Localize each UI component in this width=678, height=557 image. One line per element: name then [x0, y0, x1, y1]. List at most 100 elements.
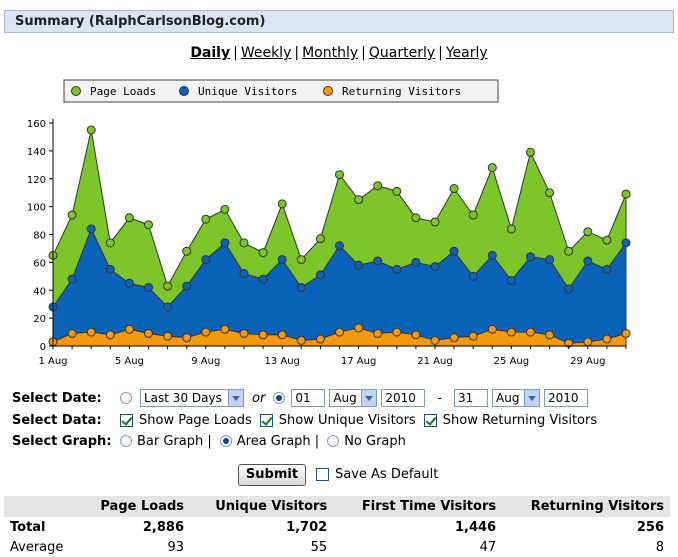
table-header-cell: Page Loads: [79, 496, 191, 517]
data-point: [277, 330, 287, 340]
or-label: or: [252, 390, 266, 406]
table-cell: 1,446: [454, 519, 497, 535]
data-point: [449, 333, 459, 343]
legend-label: Unique Visitors: [198, 85, 297, 98]
data-point: [564, 246, 574, 256]
unique-visitors-checkbox-label[interactable]: Show Unique Visitors: [278, 412, 416, 428]
to-month-value: Aug: [496, 391, 520, 405]
x-tick-label: 13 Aug: [264, 356, 299, 367]
data-point: [201, 214, 211, 224]
data-point: [392, 264, 402, 274]
data-point: [315, 234, 325, 244]
data-point: [144, 220, 153, 230]
area-graph-label[interactable]: Area Graph |: [236, 433, 320, 449]
data-point: [411, 213, 421, 223]
data-point: [239, 269, 249, 279]
data-point: [621, 238, 631, 248]
table-cell: 55: [310, 539, 328, 555]
to-year-input[interactable]: 2010: [544, 389, 589, 407]
data-point: [163, 331, 173, 341]
data-point: [163, 302, 173, 312]
y-tick-label: 100: [27, 203, 46, 214]
data-point: [335, 170, 344, 180]
unique-visitors-checkbox[interactable]: [259, 413, 273, 427]
x-tick-label: 1 Aug: [38, 356, 67, 367]
data-point: [296, 255, 306, 265]
range-preset-value: Last 30 Days: [144, 391, 222, 405]
data-point: [373, 181, 383, 191]
period-monthly-link[interactable]: Monthly: [302, 45, 359, 61]
to-day-input[interactable]: 31: [454, 389, 489, 407]
y-tick-label: 40: [33, 286, 46, 297]
data-point: [545, 330, 555, 340]
data-point: [621, 189, 631, 199]
summary-title-bar: Summary (RalphCarlsonBlog.com): [4, 10, 674, 33]
data-point: [239, 328, 249, 338]
period-separator: |: [233, 45, 238, 61]
x-tick-label: 29 Aug: [570, 356, 605, 367]
chart-legend: [63, 79, 499, 103]
bar-graph-label[interactable]: Bar Graph |: [137, 433, 212, 449]
submit-button[interactable]: Submit: [238, 464, 306, 486]
period-weekly-link[interactable]: Weekly: [240, 45, 292, 61]
data-point: [506, 275, 516, 285]
data-point: [621, 328, 631, 338]
data-point: [182, 281, 192, 291]
chevron-down-icon: [524, 390, 540, 406]
returning-visitors-checkbox-label[interactable]: Show Returning Visitors: [442, 412, 598, 428]
period-nav: Daily | Weekly | Monthly | Quarterly | Yearly: [0, 45, 678, 61]
table-header-row: Page Loads Unique Visitors First Time Vi…: [4, 496, 670, 517]
data-point: [86, 327, 96, 337]
from-day-input[interactable]: 01: [291, 389, 326, 407]
range-preset-radio[interactable]: [120, 392, 132, 404]
y-tick-label: 120: [27, 175, 46, 186]
y-tick-label: 0: [40, 342, 46, 353]
page-loads-checkbox[interactable]: [120, 413, 133, 427]
custom-range-radio[interactable]: [273, 392, 286, 404]
data-point: [277, 199, 287, 209]
data-point: [526, 147, 535, 157]
legend-label: Page Loads: [90, 85, 156, 98]
no-graph-radio[interactable]: [327, 435, 340, 447]
table-header-cell: First Time Visitors: [333, 496, 503, 517]
data-point: [430, 335, 440, 345]
period-separator: |: [294, 45, 300, 61]
data-point: [602, 235, 612, 245]
from-month-select[interactable]: Aug: [329, 389, 378, 407]
select-date-row: Select Date: Last 30 Days or 01 Aug 2010…: [12, 388, 589, 408]
returning-visitors-checkbox[interactable]: [423, 413, 437, 427]
data-point: [487, 163, 497, 173]
page-loads-checkbox-label[interactable]: Show Page Loads: [139, 412, 252, 428]
data-point: [201, 327, 211, 337]
data-point: [411, 330, 421, 340]
period-yearly-link[interactable]: Yearly: [445, 45, 488, 61]
y-tick-label: 160: [27, 119, 46, 130]
save-default-checkbox[interactable]: [316, 468, 329, 481]
data-point: [67, 274, 77, 284]
save-default-label[interactable]: Save As Default: [335, 467, 439, 482]
data-point: [468, 331, 478, 341]
period-quarterly-link[interactable]: Quarterly: [368, 45, 436, 61]
period-daily-link[interactable]: Daily: [190, 45, 231, 61]
data-point: [105, 264, 115, 274]
from-year-input[interactable]: 2010: [381, 389, 426, 407]
to-month-select[interactable]: Aug: [492, 389, 541, 407]
no-graph-label[interactable]: No Graph: [344, 433, 406, 449]
x-tick-label: 17 Aug: [341, 356, 376, 367]
data-point: [86, 224, 96, 234]
range-preset-select[interactable]: Last 30 Days: [140, 389, 244, 407]
data-point: [526, 252, 535, 262]
area-graph-radio[interactable]: [219, 435, 232, 447]
data-point: [335, 241, 344, 251]
data-point: [392, 327, 402, 337]
data-point: [545, 255, 555, 265]
bar-graph-radio[interactable]: [120, 435, 132, 447]
data-point: [335, 327, 344, 337]
data-point: [449, 246, 459, 256]
table-cell: 8: [655, 539, 664, 555]
table-row-average: Average 93 55 47 8: [4, 537, 670, 557]
table-cell: 47: [479, 539, 497, 555]
data-point: [220, 324, 230, 334]
select-date-label: Select Date:: [12, 390, 102, 406]
data-point: [430, 262, 440, 272]
